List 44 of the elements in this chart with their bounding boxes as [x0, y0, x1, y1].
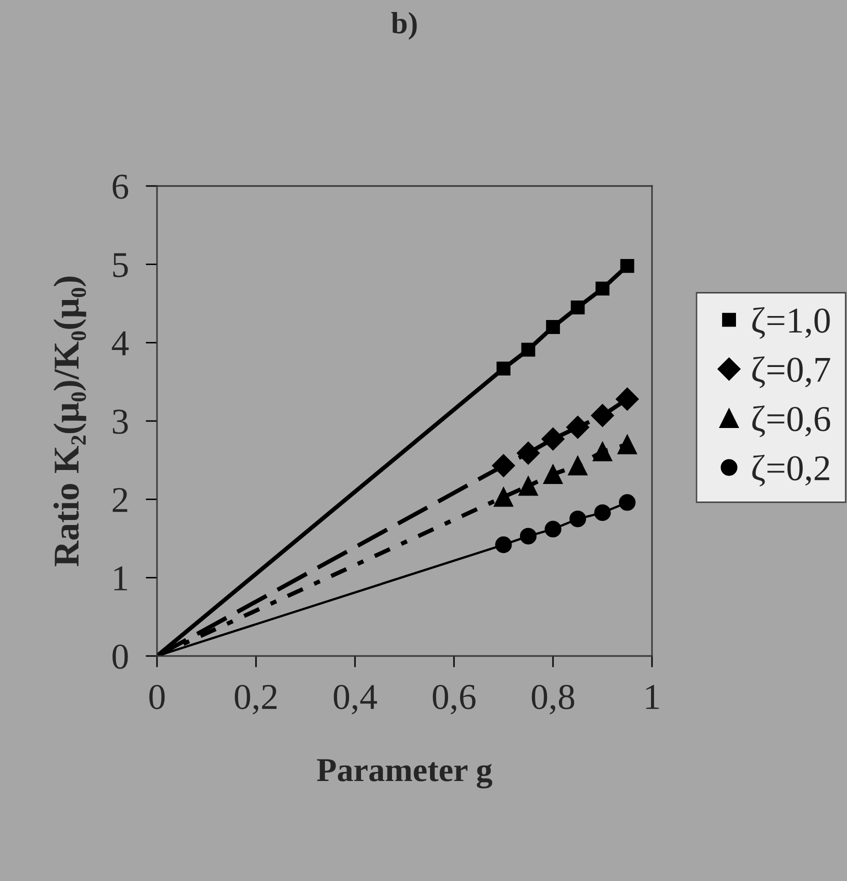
point [596, 282, 610, 296]
x-tick-label: 1 [646, 684, 659, 709]
x-tick-label: 0 [149, 684, 165, 710]
y-tick-label: 3 [112, 410, 128, 434]
x-tick-label: 0,4 [334, 684, 378, 714]
y-tick-label: 2 [112, 488, 128, 512]
chart-title: b) [391, 12, 417, 40]
point [521, 342, 536, 357]
point [520, 528, 537, 544]
point [569, 510, 586, 528]
y-tick-label: 5 [113, 253, 128, 278]
y-axis-title: Ratio K₂(μ₀)/K₀(μ₀) [53, 276, 86, 566]
point [542, 428, 564, 451]
point [518, 476, 538, 496]
point [492, 454, 515, 478]
point [594, 504, 611, 521]
legend-label: ζ=1,0 [752, 307, 830, 339]
point [516, 442, 540, 465]
point [546, 320, 560, 334]
x-tick-label: 0,6 [432, 684, 476, 714]
point [592, 442, 612, 462]
y-tick-label: 4 [112, 331, 129, 356]
point [543, 464, 563, 484]
point [495, 536, 512, 554]
legend-label: ζ=0,6 [752, 406, 830, 438]
x-tick-label: 0,8 [532, 684, 574, 714]
point [494, 487, 514, 507]
x-tick-label: 0,2 [234, 684, 277, 714]
point [568, 456, 588, 476]
point [591, 404, 614, 428]
point [496, 362, 510, 376]
point [618, 494, 636, 511]
point [570, 300, 585, 314]
legend-label: ζ=0,2 [752, 454, 830, 487]
point [544, 520, 562, 538]
point [618, 434, 637, 454]
point [616, 388, 639, 411]
y-tick-label: 0 [112, 644, 128, 669]
y-tick-label: 1 [114, 566, 128, 590]
x-axis-title: Parameter g [316, 759, 492, 788]
point [620, 258, 634, 273]
y-tick-label: 6 [112, 174, 128, 199]
point [566, 416, 590, 439]
legend-label: ζ=0,7 [752, 356, 830, 388]
